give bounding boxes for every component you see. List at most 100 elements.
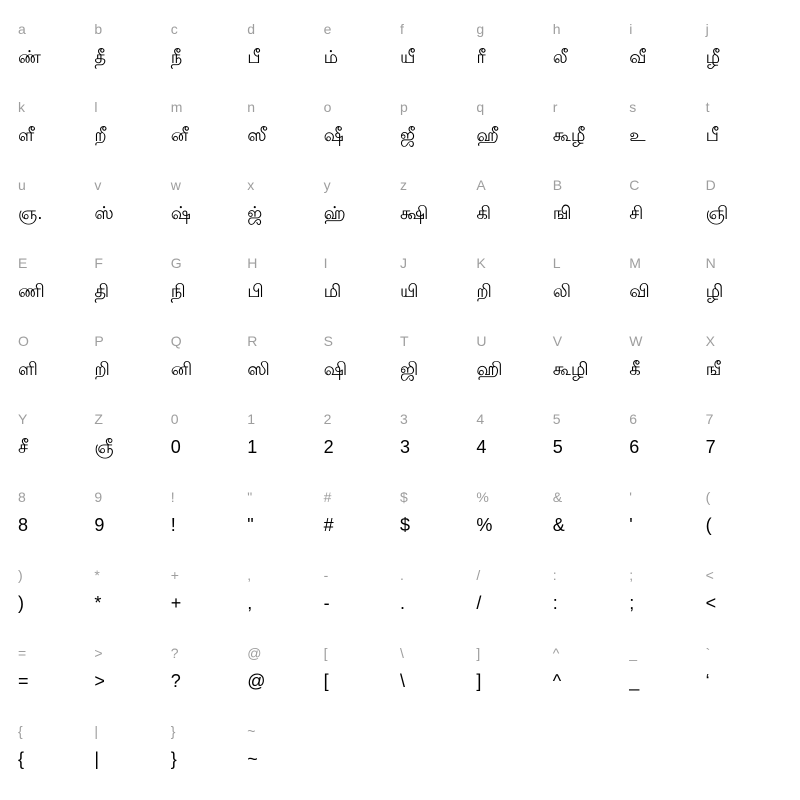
charmap-key: ; (629, 566, 633, 584)
charmap-key: V (553, 332, 562, 350)
charmap-key: U (476, 332, 486, 350)
charmap-cell: Fதி (94, 254, 170, 332)
charmap-glyph: ; (629, 590, 634, 616)
charmap-cell: jழீ (706, 20, 782, 98)
charmap-key: 1 (247, 410, 255, 428)
charmap-cell: iவீ (629, 20, 705, 98)
charmap-glyph: உ (629, 122, 645, 148)
charmap-glyph: லி (553, 278, 571, 304)
charmap-glyph: ணி (18, 278, 45, 304)
charmap-cell: __ (629, 644, 705, 722)
charmap-cell: sஉ (629, 98, 705, 176)
charmap-key: / (476, 566, 480, 584)
charmap-cell: wஷ் (171, 176, 247, 254)
charmap-key: | (94, 722, 98, 740)
charmap-cell: >> (94, 644, 170, 722)
charmap-glyph: கி (476, 200, 491, 226)
charmap-key: l (94, 98, 97, 116)
charmap-glyph: 5 (553, 434, 563, 460)
charmap-cell: }} (171, 722, 247, 800)
charmap-cell: Aகி (476, 176, 552, 254)
charmap-glyph: சீ (18, 434, 28, 460)
charmap-key: @ (247, 644, 261, 662)
charmap-glyph: 0 (171, 434, 181, 460)
charmap-cell: Y சீ (18, 410, 94, 488)
charmap-glyph: 9 (94, 512, 104, 538)
charmap-cell: Xஙீ (706, 332, 782, 410)
charmap-glyph: ழீ (706, 44, 721, 70)
charmap-cell: Zஞீ (94, 410, 170, 488)
charmap-cell: ** (94, 566, 170, 644)
charmap-cell: Tஜி (400, 332, 476, 410)
charmap-cell: Bஙி (553, 176, 629, 254)
charmap-key: % (476, 488, 488, 506)
charmap-cell: Vகூழி (553, 332, 629, 410)
charmap-key: Z (94, 410, 103, 428)
charmap-cell: ^^ (553, 644, 629, 722)
charmap-key: X (706, 332, 715, 350)
charmap-glyph: , (247, 590, 252, 616)
charmap-key: I (324, 254, 328, 272)
charmap-cell: || (94, 722, 170, 800)
charmap-cell: @@ (247, 644, 323, 722)
charmap-glyph: ? (171, 668, 181, 694)
charmap-glyph: & (553, 512, 565, 538)
charmap-key: * (94, 566, 99, 584)
charmap-glyph: ஞி (706, 200, 729, 226)
charmap-glyph: ஜி (400, 356, 418, 382)
charmap-glyph: { (18, 746, 24, 772)
charmap-key: t (706, 98, 710, 116)
charmap-cell: gரீ (476, 20, 552, 98)
charmap-cell: Nழி (706, 254, 782, 332)
charmap-glyph: றி (476, 278, 492, 304)
charmap-cell: Mவி (629, 254, 705, 332)
charmap-glyph: < (706, 590, 717, 616)
charmap-glyph: நி (171, 278, 186, 304)
charmap-key: O (18, 332, 29, 350)
charmap-key: ^ (553, 644, 560, 662)
charmap-cell: [[ (324, 644, 400, 722)
charmap-cell: t பீ (706, 98, 782, 176)
charmap-cell: Iமி (324, 254, 400, 332)
charmap-key: 2 (324, 410, 332, 428)
charmap-key: ( (706, 488, 711, 506)
charmap-glyph: | (94, 746, 99, 772)
charmap-key: s (629, 98, 636, 116)
charmap-key: & (553, 488, 562, 506)
charmap-cell: vஸ் (94, 176, 170, 254)
charmap-glyph: ~ (247, 746, 258, 772)
charmap-cell: Jயி (400, 254, 476, 332)
charmap-cell: Kறி (476, 254, 552, 332)
charmap-cell: Uஹி (476, 332, 552, 410)
charmap-glyph: பீ (706, 122, 719, 148)
charmap-glyph: % (476, 512, 492, 538)
charmap-glyph: - (324, 590, 330, 616)
charmap-cell: dபீ (247, 20, 323, 98)
charmap-glyph: ண் (18, 44, 41, 70)
charmap-key: 6 (629, 410, 637, 428)
charmap-cell: $$ (400, 488, 476, 566)
charmap-cell: !! (171, 488, 247, 566)
charmap-key: n (247, 98, 255, 116)
charmap-key: r (553, 98, 558, 116)
charmap-cell: cநீ (171, 20, 247, 98)
charmap-key: , (247, 566, 251, 584)
charmap-key: w (171, 176, 181, 194)
charmap-key: Y (18, 410, 27, 428)
charmap-key: _ (629, 644, 637, 662)
charmap-key: d (247, 20, 255, 38)
charmap-key: + (171, 566, 179, 584)
charmap-key: v (94, 176, 101, 194)
charmap-cell: << (706, 566, 782, 644)
charmap-glyph: ஸி (247, 356, 270, 382)
charmap-glyph: றி (94, 356, 110, 382)
charmap-cell: == (18, 644, 94, 722)
charmap-cell: // (476, 566, 552, 644)
charmap-cell: ,, (247, 566, 323, 644)
charmap-cell: '' (629, 488, 705, 566)
charmap-key: " (247, 488, 252, 506)
charmap-key: = (18, 644, 26, 662)
charmap-key: < (706, 566, 714, 584)
charmap-cell: .. (400, 566, 476, 644)
charmap-key: h (553, 20, 561, 38)
